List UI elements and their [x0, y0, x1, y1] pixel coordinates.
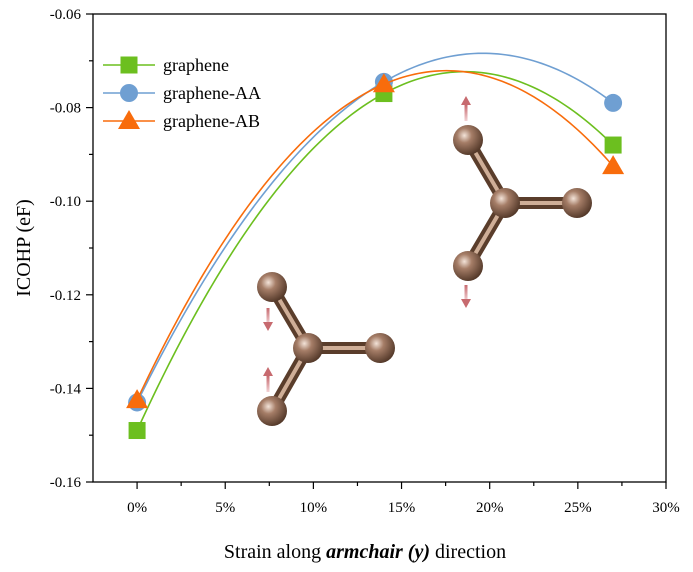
y-tick-label: -0.16	[50, 475, 82, 491]
strain-arrow-up	[263, 367, 273, 392]
data-point-graphene-AA	[604, 93, 623, 112]
strain-arrow-up	[461, 96, 471, 121]
legend: graphene graphene-AA graphene-AB	[103, 55, 261, 131]
x-tick-label: 15%	[388, 500, 416, 516]
carbon-atom	[365, 333, 395, 363]
carbon-atom	[257, 396, 287, 426]
x-tick-label: 10%	[300, 500, 328, 516]
strain-arrow-down	[263, 308, 273, 331]
axes: 0% 5% 10% 15% 20% 25% 30% -0.16 -0.14 -0.12 -0.10 -…	[50, 7, 680, 516]
legend-marker	[118, 110, 140, 129]
series-layer	[126, 52, 625, 440]
carbon-trimer-inset-unstrained	[257, 272, 395, 426]
carbon-atom	[293, 333, 323, 363]
series-line-graphene-AB	[136, 69, 614, 401]
series-graphene-AB	[126, 69, 625, 409]
x-tick-label: 25%	[564, 500, 592, 516]
x-axis-title-part: armchair (y)	[326, 541, 430, 563]
carbon-atom	[562, 188, 592, 218]
y-axis-title: ICOHP (eF)	[13, 199, 35, 297]
legend-marker	[120, 56, 138, 74]
legend-item-graphene-AA: graphene-AA	[103, 83, 261, 103]
legend-item-graphene: graphene	[103, 55, 229, 75]
series-line-graphene-AA	[136, 52, 614, 403]
data-point-graphene	[604, 136, 622, 154]
legend-item-graphene-AB: graphene-AB	[103, 110, 260, 131]
x-axis-title-part: Strain along	[224, 541, 326, 563]
carbon-atom	[490, 188, 520, 218]
x-axis-title: Strain along armchair (y) direction	[224, 541, 506, 563]
data-point-graphene-AB	[126, 389, 149, 409]
data-point-graphene	[128, 422, 146, 440]
series-line-graphene	[136, 70, 614, 431]
carbon-trimer-inset-strained	[453, 96, 592, 308]
x-tick-label: 5%	[215, 500, 235, 516]
legend-label: graphene	[163, 55, 229, 75]
series-graphene	[128, 70, 622, 440]
data-point-graphene-AB	[372, 73, 395, 93]
carbon-atom	[453, 251, 483, 281]
y-tick-label: -0.06	[50, 7, 82, 23]
strain-arrow-down	[461, 285, 471, 308]
legend-label: graphene-AA	[163, 83, 261, 103]
carbon-atom	[257, 272, 287, 302]
x-tick-label: 20%	[476, 500, 504, 516]
x-tick-label: 0%	[127, 500, 147, 516]
y-tick-label: -0.10	[50, 194, 81, 210]
carbon-atom	[453, 125, 483, 155]
x-axis-title-part: direction	[430, 541, 506, 563]
legend-marker	[120, 84, 138, 102]
y-tick-label: -0.14	[50, 381, 82, 397]
y-tick-label: -0.08	[50, 101, 81, 117]
x-tick-label: 30%	[652, 500, 680, 516]
y-tick-label: -0.12	[50, 288, 81, 304]
legend-label: graphene-AB	[163, 111, 260, 131]
data-point-graphene-AB	[602, 155, 625, 175]
